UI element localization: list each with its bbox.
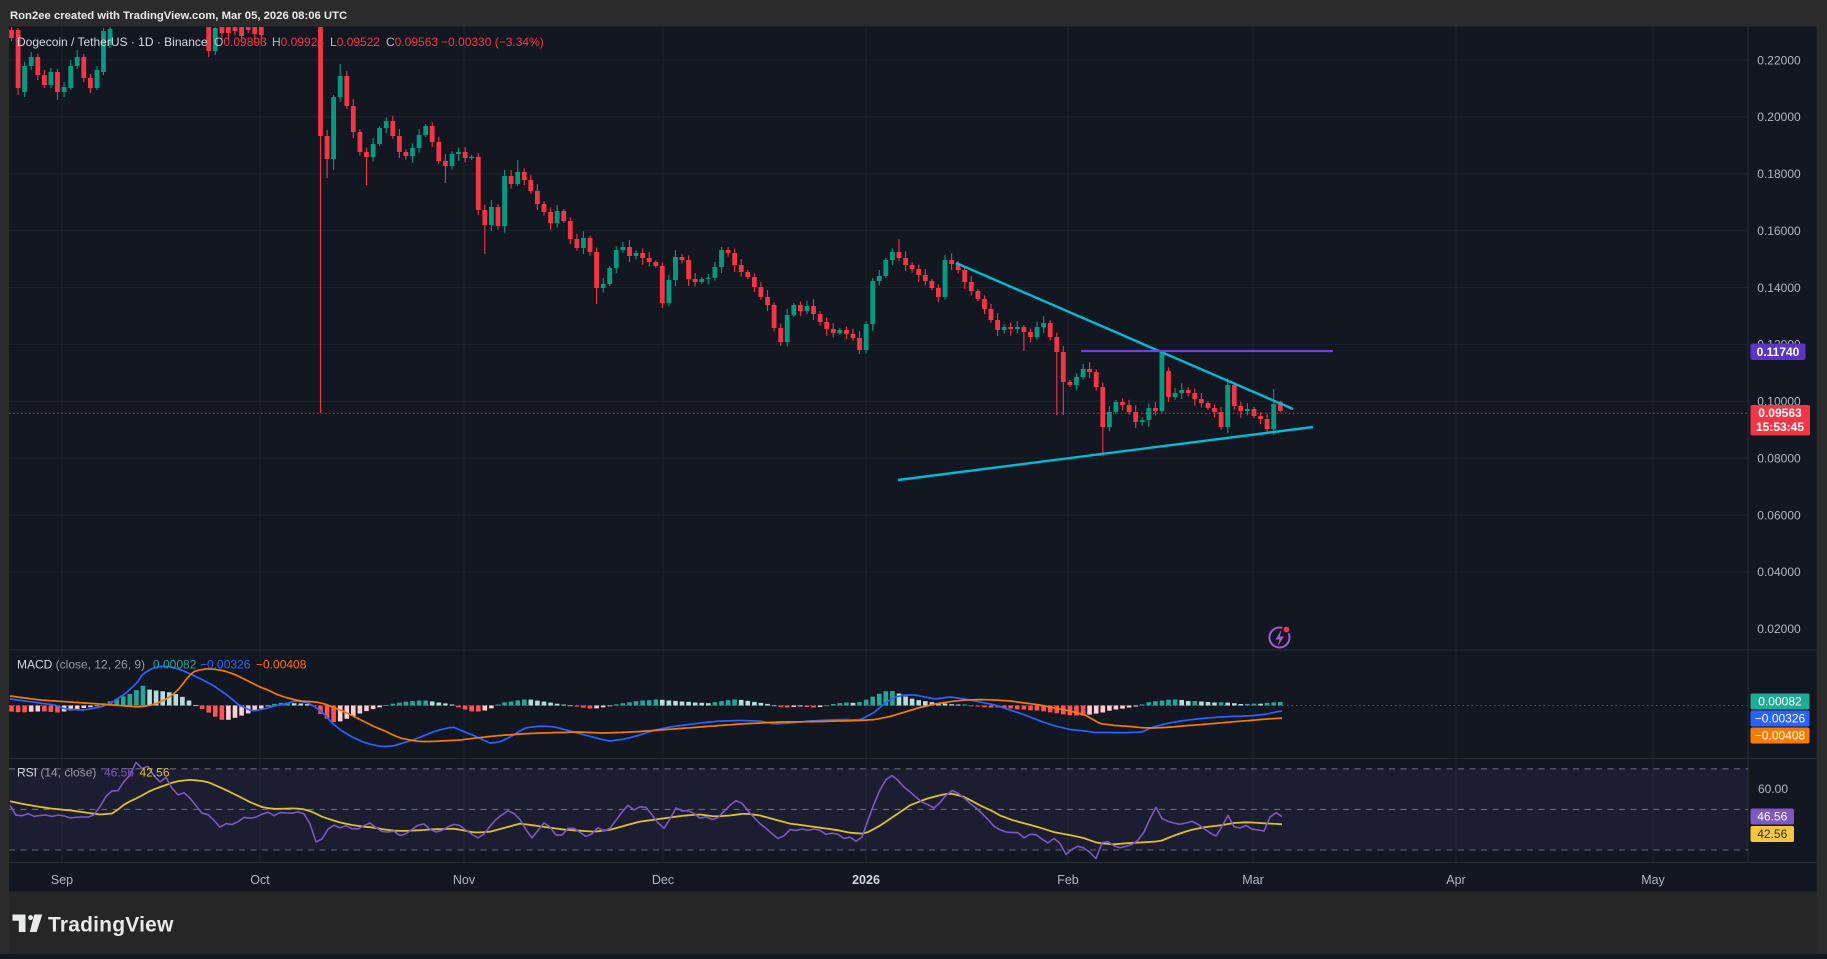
svg-text:0.18000: 0.18000	[1757, 167, 1801, 181]
svg-text:Dogecoin / TetherUS · 1D · Bin: Dogecoin / TetherUS · 1D · Binance	[17, 35, 208, 49]
svg-text:Dec: Dec	[652, 873, 674, 887]
svg-text:Mar: Mar	[1242, 873, 1264, 887]
svg-text:0.02000: 0.02000	[1757, 622, 1801, 636]
svg-text:0.00082: 0.00082	[1758, 695, 1802, 709]
svg-text:−0.00330 (−3.34%): −0.00330 (−3.34%)	[441, 35, 544, 49]
svg-text:0.06000: 0.06000	[1757, 508, 1801, 522]
svg-text:0.16000: 0.16000	[1757, 224, 1801, 238]
svg-text:0.22000: 0.22000	[1757, 53, 1801, 67]
svg-text:0.08000: 0.08000	[1757, 451, 1801, 465]
svg-text:−0.00408: −0.00408	[256, 658, 307, 672]
svg-text:0.09563: 0.09563	[1758, 406, 1802, 420]
svg-text:0.14000: 0.14000	[1757, 281, 1801, 295]
svg-text:−0.00326: −0.00326	[1755, 712, 1806, 726]
svg-text:Oct: Oct	[250, 873, 270, 887]
svg-text:Apr: Apr	[1446, 873, 1465, 887]
svg-text:42.56: 42.56	[140, 766, 170, 780]
svg-text:MACD (close, 12, 26, 9): MACD (close, 12, 26, 9)	[17, 658, 145, 672]
svg-text:0.11740: 0.11740	[1757, 345, 1800, 359]
svg-text:42.56: 42.56	[1757, 827, 1787, 841]
svg-text:15:53:45: 15:53:45	[1756, 420, 1804, 434]
svg-text:Nov: Nov	[453, 873, 476, 887]
svg-text:2026: 2026	[852, 873, 880, 887]
svg-text:−0.00408: −0.00408	[1755, 729, 1806, 743]
svg-text:0.04000: 0.04000	[1757, 565, 1801, 579]
svg-text:May: May	[1641, 873, 1665, 887]
svg-text:H0.09924: H0.09924	[272, 35, 324, 49]
svg-text:TradingView: TradingView	[48, 914, 174, 937]
svg-text:O0.09893: O0.09893	[214, 35, 267, 49]
svg-text:46.56: 46.56	[104, 766, 134, 780]
svg-text:Feb: Feb	[1057, 873, 1079, 887]
svg-text:0.20000: 0.20000	[1757, 110, 1801, 124]
svg-text:RSI (14, close): RSI (14, close)	[17, 766, 96, 780]
svg-text:Sep: Sep	[51, 873, 73, 887]
svg-text:0.00082: 0.00082	[153, 658, 197, 672]
svg-text:46.56: 46.56	[1757, 810, 1787, 824]
svg-text:60.00: 60.00	[1758, 782, 1788, 796]
svg-text:C0.09563: C0.09563	[386, 35, 438, 49]
svg-text:−0.00326: −0.00326	[200, 658, 251, 672]
svg-text:Ron2ee created with TradingVie: Ron2ee created with TradingView.com, Mar…	[10, 10, 347, 22]
svg-text:L0.09522: L0.09522	[330, 35, 380, 49]
